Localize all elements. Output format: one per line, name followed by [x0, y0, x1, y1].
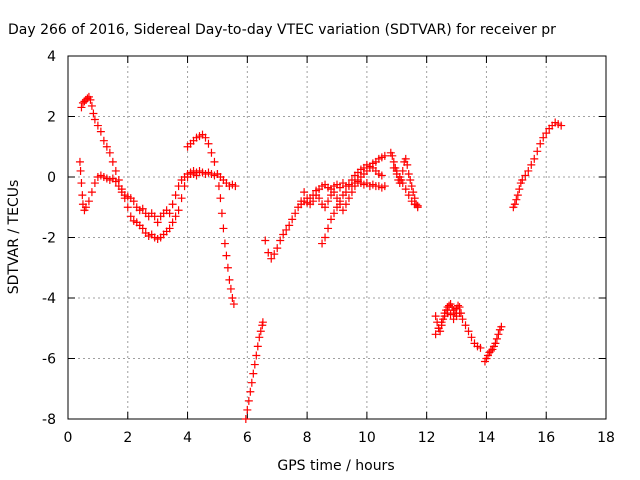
x-tick-label: 14 — [478, 430, 496, 446]
x-tick-label: 6 — [243, 430, 252, 446]
y-tick-label: 2 — [47, 110, 56, 126]
series-track-c — [184, 131, 238, 308]
y-axis-label: SDTVAR / TECUs — [6, 180, 22, 295]
y-tick-label: 4 — [47, 49, 56, 65]
data-point — [219, 224, 227, 232]
data-point — [210, 158, 218, 166]
data-point — [515, 185, 523, 193]
series-track-l — [481, 323, 505, 366]
y-tick-label: -6 — [42, 352, 56, 368]
data-point — [228, 294, 236, 302]
data-point — [124, 203, 132, 211]
x-tick-label: 2 — [123, 430, 132, 446]
data-point — [77, 167, 85, 175]
data-point — [78, 191, 86, 199]
x-tick-label: 4 — [183, 430, 192, 446]
data-point — [533, 147, 541, 155]
data-point — [246, 388, 254, 396]
data-point — [248, 379, 256, 387]
x-tick-label: 16 — [537, 430, 555, 446]
data-point — [225, 276, 233, 284]
data-point — [216, 194, 224, 202]
x-tick-label: 8 — [303, 430, 312, 446]
data-point — [254, 342, 262, 350]
series-track-b — [77, 93, 200, 243]
data-point — [88, 188, 96, 196]
y-tick-labels: -8 -6 -4 -2 0 2 4 — [42, 49, 56, 428]
series-track-m — [509, 119, 565, 212]
data-point — [493, 335, 501, 343]
series-track-e — [261, 178, 389, 263]
data-point — [255, 333, 263, 341]
data-point — [89, 109, 97, 117]
data-point — [215, 182, 223, 190]
data-point — [514, 191, 522, 199]
series-track-h — [387, 149, 422, 211]
data-point — [494, 330, 502, 338]
data-point — [245, 397, 253, 405]
data-point — [230, 300, 238, 308]
data-point — [324, 224, 332, 232]
x-tick-label: 10 — [358, 430, 376, 446]
data-point — [257, 327, 265, 335]
x-tick-label: 12 — [418, 430, 436, 446]
data-point — [112, 167, 120, 175]
chart: Day 266 of 2016, Sidereal Day-to-day VTE… — [0, 0, 640, 480]
data-point — [224, 264, 232, 272]
data-point — [218, 209, 226, 217]
data-point — [221, 240, 229, 248]
x-tick-label: 18 — [597, 430, 615, 446]
data-point — [88, 102, 96, 110]
y-tick-label: 0 — [47, 170, 56, 186]
data-point — [222, 252, 230, 260]
x-tick-labels: 0 2 4 6 8 10 12 14 16 18 — [64, 430, 615, 446]
data-point — [249, 370, 257, 378]
y-tick-label: -4 — [42, 291, 56, 307]
data-point — [77, 179, 85, 187]
series-track-a — [76, 158, 239, 227]
data-point — [432, 312, 440, 320]
x-tick-label: 0 — [64, 430, 73, 446]
chart-title: Day 266 of 2016, Sidereal Day-to-day VTE… — [8, 22, 556, 38]
series-track-k — [432, 309, 464, 338]
data-point — [76, 158, 84, 166]
data-point — [243, 406, 251, 414]
y-tick-label: -8 — [42, 412, 56, 428]
y-tick-label: -2 — [42, 231, 56, 247]
data-point — [207, 149, 215, 157]
data-point — [512, 196, 520, 204]
series-track-d — [242, 318, 267, 423]
data-points — [76, 93, 565, 423]
x-axis-label: GPS time / hours — [277, 458, 394, 474]
data-point — [109, 158, 117, 166]
series-track-j — [432, 300, 485, 352]
data-point — [227, 285, 235, 293]
data-point — [251, 361, 259, 369]
data-point — [242, 415, 250, 423]
data-point — [169, 200, 177, 208]
